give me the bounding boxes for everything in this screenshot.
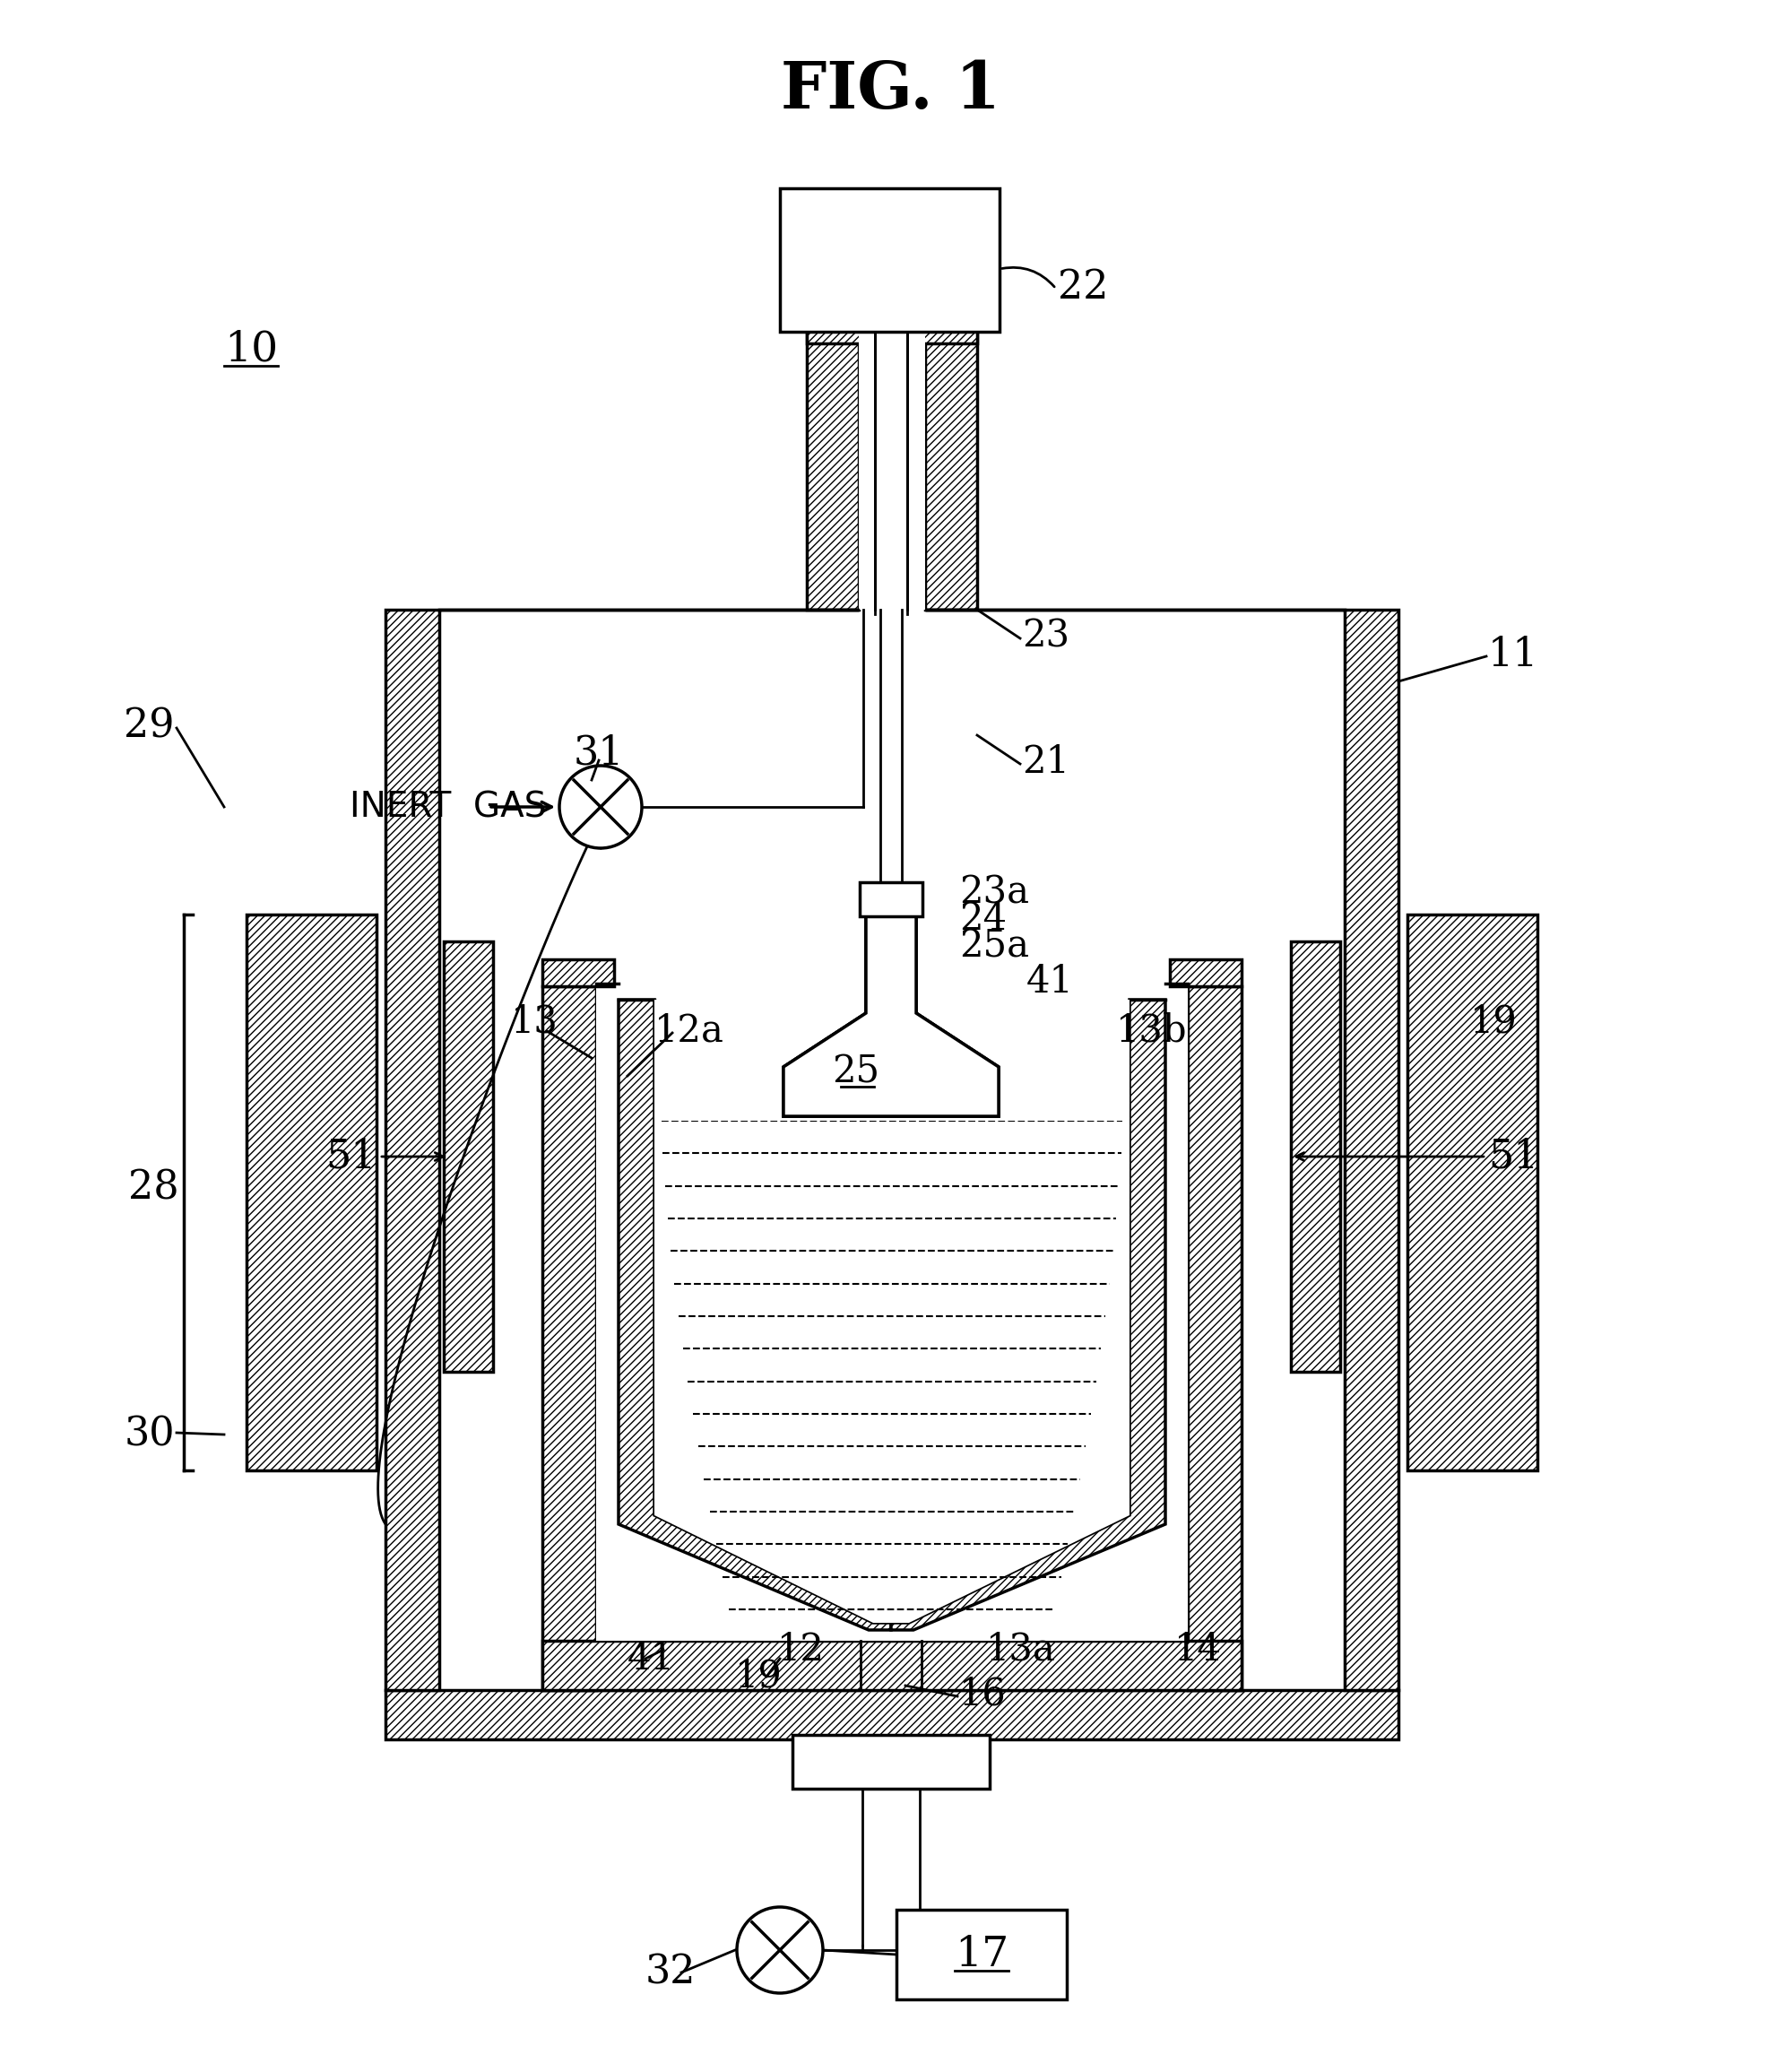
Text: 23a: 23a — [959, 872, 1029, 912]
Polygon shape — [859, 332, 925, 609]
Polygon shape — [892, 999, 1166, 1631]
Text: 32: 32 — [645, 1954, 695, 1991]
Text: 14: 14 — [1175, 1631, 1221, 1668]
Bar — [542, 986, 596, 1691]
Bar — [542, 959, 613, 986]
Text: 25: 25 — [833, 1053, 879, 1090]
Bar — [859, 883, 922, 916]
Text: 10: 10 — [225, 329, 278, 371]
Text: 51: 51 — [1489, 1138, 1539, 1177]
Text: 11: 11 — [1489, 636, 1539, 673]
Bar — [1170, 959, 1241, 986]
Polygon shape — [619, 999, 892, 1631]
Text: 25a: 25a — [959, 926, 1029, 966]
Polygon shape — [783, 914, 998, 1117]
Text: 41: 41 — [1027, 963, 1073, 1001]
Bar — [779, 189, 1000, 332]
Bar — [246, 914, 376, 1471]
Bar — [806, 327, 977, 344]
Polygon shape — [925, 609, 1398, 1691]
Polygon shape — [654, 999, 1129, 1622]
Text: 13: 13 — [512, 1003, 558, 1040]
Polygon shape — [783, 914, 998, 1117]
Text: 51: 51 — [326, 1138, 376, 1177]
Text: 41: 41 — [628, 1639, 676, 1678]
Text: 12: 12 — [777, 1631, 824, 1668]
Circle shape — [736, 1906, 824, 1993]
Bar — [1187, 986, 1241, 1691]
Text: 13b: 13b — [1116, 1013, 1187, 1051]
Text: 21: 21 — [1022, 744, 1070, 781]
Polygon shape — [596, 986, 1187, 1641]
Bar — [542, 1641, 1241, 1691]
Bar — [792, 1734, 990, 1788]
Text: 22: 22 — [1057, 267, 1109, 307]
Text: 28: 28 — [128, 1169, 180, 1208]
Text: 19: 19 — [1471, 1003, 1517, 1040]
Text: INERT  GAS: INERT GAS — [349, 789, 546, 825]
Bar — [925, 332, 977, 609]
Bar — [806, 332, 859, 609]
Bar — [444, 941, 494, 1372]
Text: 13a: 13a — [986, 1631, 1056, 1668]
Text: 29: 29 — [125, 707, 175, 746]
Bar — [1291, 941, 1341, 1372]
Text: 24: 24 — [959, 899, 1007, 939]
Circle shape — [560, 767, 642, 847]
Polygon shape — [783, 914, 998, 1117]
Text: 12a: 12a — [654, 1013, 724, 1051]
Polygon shape — [385, 609, 859, 1691]
Bar — [897, 1910, 1066, 1999]
Text: 17: 17 — [954, 1935, 1009, 1975]
Polygon shape — [439, 609, 1344, 1691]
Text: 23: 23 — [1022, 617, 1070, 655]
Text: FIG. 1: FIG. 1 — [781, 58, 1000, 122]
Bar — [1407, 914, 1537, 1471]
Text: 19: 19 — [735, 1658, 783, 1695]
Bar — [385, 1691, 1398, 1738]
Polygon shape — [654, 999, 1129, 1121]
Text: 16: 16 — [959, 1676, 1006, 1714]
Text: 30: 30 — [125, 1415, 175, 1455]
Text: 31: 31 — [574, 733, 624, 773]
